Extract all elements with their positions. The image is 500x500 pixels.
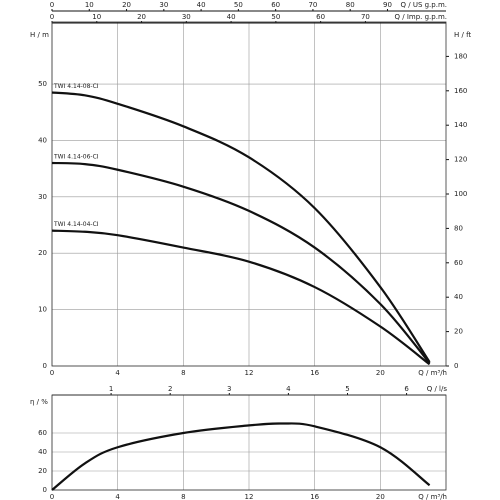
top-tick-label: 30 [182, 13, 191, 21]
x-tick-label: 16 [310, 369, 319, 377]
top-tick-label: 90 [383, 1, 392, 9]
curve-label: TWI 4.14-08-CI [53, 83, 99, 90]
top-tick-label: 50 [271, 13, 280, 21]
top-tick-label: 5 [345, 385, 349, 393]
top-tick-label: 2 [168, 385, 172, 393]
x-tick-label: 4 [115, 493, 120, 500]
top-axis-label: Q / US g.p.m. [401, 1, 448, 9]
y2-tick-label: 60 [454, 259, 463, 267]
top-tick-label: 3 [227, 385, 231, 393]
y-axis-label: H / m [30, 31, 49, 39]
y-axis-label: η / % [30, 398, 48, 406]
y2-tick-label: 180 [454, 52, 467, 60]
top-tick-label: 10 [92, 13, 101, 21]
y-tick-label: 30 [38, 193, 47, 201]
y-tick-label: 20 [38, 249, 47, 257]
y-tick-label: 0 [43, 362, 47, 370]
x-axis-label: Q / m³/h [418, 369, 447, 377]
y-tick-label: 0 [43, 486, 47, 494]
top-tick-label: 60 [271, 1, 280, 9]
x-tick-label: 8 [181, 493, 185, 500]
top-tick-label: 4 [286, 385, 291, 393]
x-tick-label: 0 [50, 369, 54, 377]
top-tick-label: 70 [361, 13, 370, 21]
top-tick-label: 40 [197, 1, 206, 9]
top-tick-label: 70 [308, 1, 317, 9]
curve-label: TWI 4.14-06-CI [53, 153, 99, 160]
top-tick-label: 0 [50, 13, 54, 21]
curve [51, 91, 431, 363]
top-tick-label: 40 [227, 13, 236, 21]
x-tick-label: 20 [376, 369, 385, 377]
x-tick-label: 12 [245, 493, 254, 500]
top-tick-label: 1 [109, 385, 113, 393]
y2-tick-label: 20 [454, 328, 463, 336]
y2-axis-label: H / ft [454, 31, 471, 39]
curve [51, 229, 431, 366]
y2-tick-label: 100 [454, 190, 467, 198]
y2-tick-label: 40 [454, 293, 463, 301]
y2-tick-label: 120 [454, 156, 467, 164]
top-axis-label: Q / Imp. g.p.m. [395, 13, 447, 21]
y2-tick-label: 0 [454, 362, 458, 370]
x-tick-label: 8 [181, 369, 185, 377]
y-tick-label: 50 [38, 80, 47, 88]
top-axis-label: Q / l/s [427, 385, 448, 393]
x-tick-label: 0 [50, 493, 54, 500]
x-tick-label: 4 [115, 369, 120, 377]
curve-label: TWI 4.14-04-CI [53, 221, 99, 228]
x-tick-label: 12 [245, 369, 254, 377]
y-tick-label: 20 [38, 467, 47, 475]
curve [51, 422, 431, 491]
x-tick-label: 16 [310, 493, 319, 500]
top-tick-label: 10 [85, 1, 94, 9]
x-axis-label: Q / m³/h [418, 493, 447, 500]
top-tick-label: 20 [137, 13, 146, 21]
top-tick-label: 0 [50, 1, 54, 9]
y2-tick-label: 140 [454, 121, 467, 129]
y-tick-label: 10 [38, 306, 47, 314]
y2-tick-label: 80 [454, 224, 463, 232]
top-tick-label: 60 [316, 13, 325, 21]
top-tick-label: 6 [404, 385, 409, 393]
plot-frame [51, 394, 447, 491]
top-tick-label: 80 [346, 1, 355, 9]
y2-tick-label: 160 [454, 87, 467, 95]
x-tick-label: 20 [376, 493, 385, 500]
plot-frame [51, 21, 447, 367]
y-tick-label: 60 [38, 429, 47, 437]
top-tick-label: 20 [122, 1, 131, 9]
top-tick-label: 50 [234, 1, 243, 9]
curve [51, 161, 431, 364]
y-tick-label: 40 [38, 136, 47, 144]
top-tick-label: 30 [159, 1, 168, 9]
y-tick-label: 40 [38, 448, 47, 456]
